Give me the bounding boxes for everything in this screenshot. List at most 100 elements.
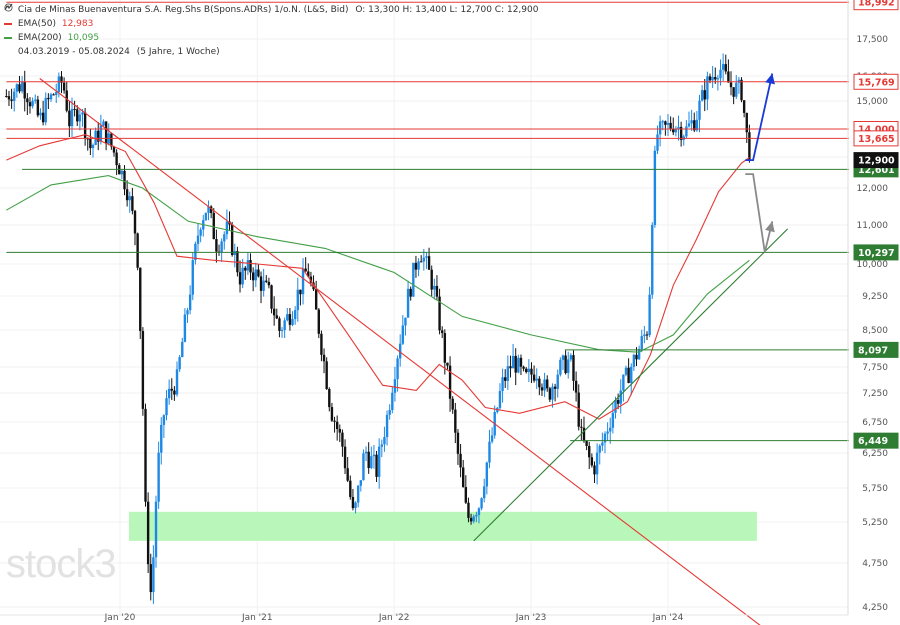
y-tick-label: 9,250 [862, 292, 888, 302]
candle [530, 362, 533, 384]
candle-body [745, 112, 748, 133]
candle [406, 280, 410, 318]
candle-body [254, 269, 257, 281]
candle [716, 74, 720, 91]
candle-body [645, 334, 649, 336]
candle [5, 89, 8, 98]
candle-body [643, 334, 646, 337]
candle-body [674, 128, 678, 133]
level-box-10,297: 10,297 [853, 244, 899, 261]
candle [86, 137, 89, 151]
candle [430, 265, 433, 297]
candle-body [39, 112, 42, 116]
candle-body [480, 498, 483, 509]
level-box-15,769-bg [853, 73, 899, 90]
candle-body [640, 336, 643, 350]
candle [333, 416, 336, 433]
candle [83, 107, 87, 146]
y-tick-label: 5,750 [862, 484, 888, 494]
candle [742, 100, 746, 118]
candle-body [91, 144, 95, 149]
candle-body [173, 390, 176, 395]
candle [120, 169, 124, 180]
candle-body [309, 276, 313, 283]
candle-body [658, 121, 662, 135]
candle [15, 83, 19, 98]
candle-body [262, 280, 265, 291]
candle [257, 264, 260, 278]
candle [325, 357, 328, 390]
candle-body [506, 366, 510, 381]
candle-body [160, 424, 163, 453]
candle [202, 214, 205, 237]
legend-ema200-row: EMA(200) 10,095 [4, 31, 538, 45]
candle [125, 180, 129, 207]
candle-body [131, 196, 134, 211]
candle-body [241, 267, 244, 285]
candle [569, 353, 573, 362]
candle [47, 93, 50, 110]
candle-body [532, 374, 536, 381]
chart-legend: Cia de Minas Buenaventura S.A. Reg.Shs B… [4, 3, 538, 59]
candle-body [307, 271, 310, 277]
level-box-15,769-text: 15,769 [858, 77, 895, 88]
candle-body [477, 508, 481, 515]
y-tick-label: 4,750 [862, 559, 888, 569]
candle-body [47, 97, 50, 100]
candle [265, 275, 268, 284]
candle-body [716, 78, 720, 80]
candle-body [677, 126, 680, 129]
candle-body [301, 268, 305, 295]
candle-body [141, 330, 145, 409]
level-box-8,097-bg [853, 341, 899, 358]
candle-body [593, 465, 596, 475]
candle [112, 145, 116, 157]
candle-body [44, 97, 47, 123]
ema50-value: 12,983 [61, 19, 94, 29]
candle-body [603, 433, 607, 443]
candle-body [152, 557, 155, 593]
candle [380, 439, 384, 458]
candle [259, 271, 263, 304]
candle-body [459, 453, 462, 468]
candle [651, 222, 654, 299]
candle [215, 229, 218, 263]
candle [506, 355, 510, 390]
ema200-label: EMA(200) [17, 33, 62, 43]
candle-body [317, 309, 320, 334]
candle [732, 87, 735, 105]
candle-body [7, 96, 11, 100]
legend-ema50-row: EMA(50) 12,983 [4, 17, 538, 31]
candle [212, 208, 215, 240]
candle-body [543, 379, 546, 391]
candle [727, 59, 730, 83]
candle-body [590, 457, 594, 466]
candle [31, 97, 34, 109]
candle-body [695, 119, 699, 131]
candle [632, 353, 636, 371]
candle [41, 100, 45, 126]
candle [181, 337, 184, 358]
candle-body [233, 251, 236, 255]
candle-body [580, 426, 583, 428]
candle-body [714, 77, 717, 80]
candle-body [693, 120, 696, 131]
candle [559, 357, 562, 377]
candle [160, 417, 163, 465]
candle-body [703, 90, 706, 100]
candle-body [391, 392, 394, 411]
candle-body [488, 441, 491, 463]
candle [123, 165, 126, 196]
candle-body [157, 452, 160, 502]
candle-body [404, 317, 407, 326]
candle-body [68, 110, 71, 127]
candle [359, 480, 363, 492]
candle-body [76, 109, 79, 122]
candle [561, 354, 565, 371]
candle [225, 209, 229, 240]
ohlc-values: O: 13,300 H: 13,400 L: 12,700 C: 12,900 [355, 5, 539, 15]
candle [62, 77, 66, 94]
candle-body [183, 314, 187, 342]
candle-body [165, 398, 168, 416]
